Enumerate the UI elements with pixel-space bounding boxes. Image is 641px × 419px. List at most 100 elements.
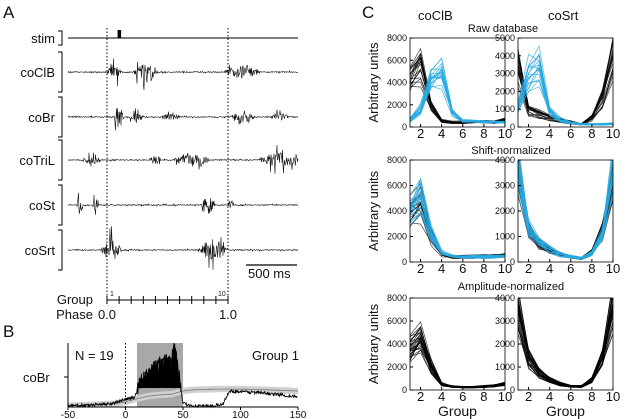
series-line-normalized — [518, 317, 613, 388]
y-tick-label: 4000 — [387, 339, 407, 349]
x-tick-label: 6 — [567, 126, 574, 141]
x-tick-label: 6 — [459, 261, 466, 276]
y-tick-label: 1000 — [495, 232, 515, 242]
y-tick-label: 0 — [402, 257, 407, 267]
y-axis-label: Arbitrary units — [366, 170, 381, 251]
b-x-tick-label: -50 — [61, 410, 76, 419]
series-line-stim-group-4 — [410, 207, 505, 259]
trace-cotril — [67, 144, 299, 174]
x-tick-label: 8 — [480, 261, 487, 276]
series-line-stim-group-1 — [518, 57, 613, 125]
group-first-label: 1 — [110, 291, 114, 298]
subplot-frame — [517, 37, 614, 128]
b-n-label: N = 19 — [75, 348, 114, 363]
series-line-normalized — [518, 298, 613, 387]
y-tick-label: 2000 — [387, 100, 407, 110]
channel-bracket — [58, 139, 63, 181]
group-axis-label: Group — [57, 292, 93, 307]
series-line-stim-group-1 — [518, 47, 613, 125]
b-x-tick-label: 100 — [232, 410, 249, 419]
stimulated-trace — [67, 343, 298, 409]
series-line-stim-group-4 — [518, 170, 613, 260]
series-line-normalized — [410, 332, 505, 388]
series-line-stim-group-4 — [518, 186, 613, 260]
b-x-tick-label: 0 — [123, 410, 129, 419]
group-last-label: 10 — [218, 291, 226, 298]
y-tick-label: 6000 — [387, 55, 407, 65]
series-line-stim-group-1 — [410, 222, 505, 259]
series-line-normalized — [410, 347, 505, 389]
series-line-normalized — [518, 316, 613, 388]
x-tick-label: 4 — [438, 261, 445, 276]
phase-start-label: 0.0 — [98, 307, 116, 322]
channel-bracket — [58, 30, 63, 46]
series-line-normalized — [410, 342, 505, 389]
c-section-raw: Raw database — [468, 23, 538, 35]
channel-label-stim: stim — [31, 31, 55, 46]
x-tick-label: 10 — [606, 126, 620, 141]
y-tick-label: 8000 — [387, 293, 407, 303]
x-tick-label: 8 — [480, 389, 487, 404]
series-line-normalized — [518, 298, 613, 386]
series-line-normalized — [518, 298, 612, 387]
y-tick-label: 2000 — [495, 86, 515, 96]
x-tick-label: 4 — [438, 389, 445, 404]
series-line-stim-group-1 — [518, 188, 613, 260]
subplot-lines — [518, 298, 613, 388]
x-tick-label: 4 — [546, 261, 553, 276]
x-tick-label: 2 — [525, 261, 532, 276]
y-tick-label: 0 — [510, 122, 515, 132]
y-tick-label: 8000 — [387, 155, 407, 165]
series-line-normalized — [518, 306, 613, 387]
y-tick-label: 6000 — [387, 316, 407, 326]
c-section-shift: Shift-normalized — [471, 145, 550, 157]
x-tick-label: 2 — [417, 126, 424, 141]
x-tick-label: 10 — [606, 261, 620, 276]
y-axis-label: Arbitrary units — [366, 42, 381, 123]
channel-label-cotril: coTriL — [19, 153, 55, 168]
x-tick-label: 2 — [525, 389, 532, 404]
series-line-normalized — [518, 303, 613, 388]
series-line-stim-group-1 — [410, 47, 505, 123]
trace-cosrt — [67, 226, 299, 270]
channel-label-cosrt: coSrt — [25, 243, 56, 258]
series-line-stim-group-4 — [410, 196, 505, 258]
panel-a-label: A — [3, 3, 15, 22]
series-line-normalized — [518, 304, 613, 387]
y-tick-label: 5000 — [495, 33, 515, 43]
series-line-stim-group-4 — [518, 180, 613, 259]
x-tick-label: 8 — [588, 261, 595, 276]
panel-b-label: B — [3, 322, 14, 341]
y-tick-label: 2000 — [495, 206, 515, 216]
series-line-stim-group-4 — [518, 176, 613, 259]
series-line-stim-group-4 — [518, 67, 613, 126]
y-tick-label: 4000 — [495, 293, 515, 303]
series-line-stim-group-4 — [518, 160, 613, 258]
y-tick-label: 4000 — [387, 206, 407, 216]
x-tick-label: 8 — [588, 126, 595, 141]
series-line-normalized — [518, 321, 613, 387]
subplot-lines — [410, 321, 505, 389]
x-tick-label: 8 — [480, 126, 487, 141]
subplot-frame — [517, 159, 614, 263]
y-tick-label: 8000 — [387, 33, 407, 43]
y-tick-label: 4000 — [495, 51, 515, 61]
y-tick-label: 3000 — [495, 69, 515, 79]
x-tick-label: 6 — [567, 389, 574, 404]
channel-label-cobr: coBr — [28, 110, 55, 125]
y-tick-label: 0 — [510, 385, 515, 395]
series-line-normalized — [518, 298, 613, 388]
c-col-title-cosrt: coSrt — [548, 8, 579, 23]
panel-c-charts: coClB coSrt Raw database Shift-normalize… — [366, 8, 620, 419]
b-x-tick-label: 50 — [177, 410, 189, 419]
series-line-normalized — [518, 307, 613, 387]
y-tick-label: 0 — [402, 385, 407, 395]
x-tick-label: 2 — [525, 126, 532, 141]
channel-label-cost: coSt — [29, 198, 55, 213]
phase-axis-label: Phase — [56, 307, 93, 322]
subplot-lines — [518, 160, 613, 260]
